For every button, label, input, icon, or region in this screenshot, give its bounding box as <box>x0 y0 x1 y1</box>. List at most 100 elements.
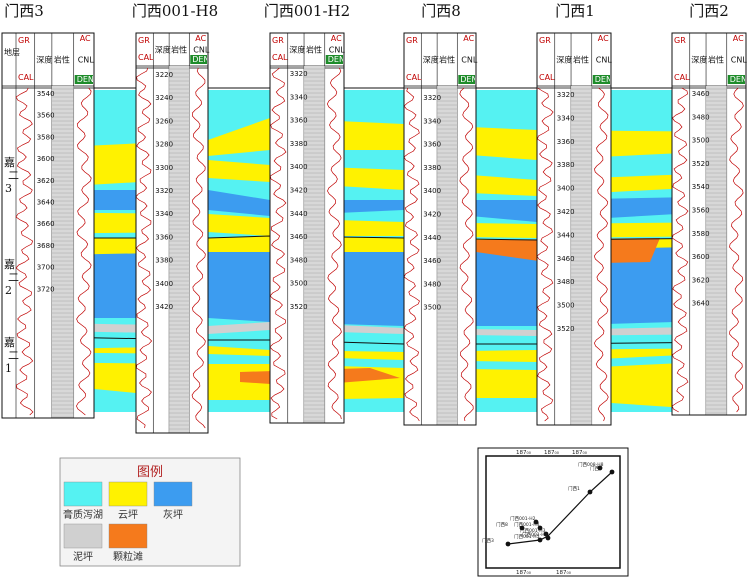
ac-curve <box>326 67 342 420</box>
depth-label: 3500 <box>692 137 710 145</box>
well-name-0: 门西3 <box>4 2 44 20</box>
map-well-point <box>537 525 543 531</box>
header-cnl: CNL <box>193 46 210 55</box>
depth-label: 3460 <box>290 233 308 241</box>
header-den: DEN <box>460 75 477 84</box>
header-depth: 深度 <box>155 45 171 55</box>
map-well-point <box>609 469 615 475</box>
depth-label: 3560 <box>37 112 55 120</box>
well-names: 门西3 门西001-H8 门西001-H2 门西8 门西1 门西2 <box>4 2 729 20</box>
header-cal: CAL <box>18 73 34 82</box>
well-outline <box>403 32 477 426</box>
header-cnl: CNL <box>461 56 478 65</box>
depth-label: 3340 <box>155 210 173 218</box>
formation-unit-0: 嘉二3 <box>4 155 19 195</box>
depth-label: 3500 <box>557 302 575 310</box>
map-well-label: 门西2 <box>590 465 602 472</box>
map-well-label: 门西1 <box>568 485 580 492</box>
depth-label: 3520 <box>557 325 575 333</box>
map-well-point <box>505 541 511 547</box>
header-lithology: 岩性 <box>573 55 589 65</box>
depth-label: 3280 <box>155 141 173 149</box>
map-well-label: 门西001-H1 <box>522 531 548 538</box>
header-depth: 深度 <box>36 55 52 65</box>
map-well-label: 门西001-H3 <box>520 527 546 534</box>
den-badge <box>325 55 343 64</box>
unit-main: 嘉 <box>4 155 15 169</box>
depth-label: 3600 <box>692 253 710 261</box>
legend-label: 颗粒滩 <box>113 550 143 563</box>
unit-main: 嘉 <box>4 257 15 271</box>
legend-swatch <box>63 523 103 549</box>
depth-label: 3500 <box>290 280 308 288</box>
lithology-column <box>437 86 458 425</box>
well-name-5: 门西2 <box>689 2 729 20</box>
depth-label: 3440 <box>290 210 308 218</box>
unit-num: 1 <box>5 362 12 375</box>
header-den: DEN <box>328 55 345 64</box>
unit-main: 嘉 <box>4 335 15 349</box>
header-lithology: 岩性 <box>54 55 70 65</box>
den-badge <box>727 75 745 84</box>
formation-unit-1: 嘉二2 <box>4 257 19 297</box>
header-formation: 地层 <box>4 47 20 57</box>
legend-item-2: 灰坪 <box>153 481 193 521</box>
header-cnl: CNL <box>731 56 748 65</box>
depth-label: 3660 <box>37 220 55 228</box>
well-name-3: 门西8 <box>421 2 461 20</box>
ac-curve <box>729 87 744 413</box>
depth-label: 3720 <box>37 285 55 293</box>
header-depth: 深度 <box>691 55 707 65</box>
den-badge <box>74 75 93 84</box>
map-tick-bottom: 187₀₀ <box>556 570 572 576</box>
legend-label: 泥坪 <box>73 550 93 563</box>
unit-num: 2 <box>5 284 12 297</box>
well-name-2: 门西001-H2 <box>264 2 350 20</box>
map-well-label: 门西001-H4 <box>514 521 540 528</box>
header-ac: AC <box>331 34 342 43</box>
header-gr: GR <box>539 36 551 45</box>
legend-item-0: 膏质泻湖 <box>63 481 103 521</box>
gr-curve <box>403 87 420 422</box>
header-ac: AC <box>463 34 474 43</box>
legend-swatch <box>63 481 103 507</box>
depth-label: 3420 <box>423 211 441 219</box>
well-outline <box>671 32 747 416</box>
depth-label: 3260 <box>155 117 173 125</box>
header-cal: CAL <box>406 73 422 82</box>
depth-label: 3300 <box>155 164 173 172</box>
header-depth: 深度 <box>423 55 439 65</box>
depth-label: 3620 <box>692 276 710 284</box>
depth-label: 3480 <box>557 278 575 286</box>
header-lithology: 岩性 <box>306 45 322 55</box>
gr-curve <box>15 87 34 416</box>
depth-label: 3600 <box>37 155 55 163</box>
depth-label: 3340 <box>423 117 441 125</box>
header-lithology: 岩性 <box>171 45 187 55</box>
map-well-point <box>587 489 593 495</box>
header-ac: AC <box>598 34 609 43</box>
depth-label: 3620 <box>37 177 55 185</box>
depth-label: 3440 <box>557 231 575 239</box>
header-cal: CAL <box>674 73 690 82</box>
depth-label: 3460 <box>423 257 441 265</box>
depth-label: 3380 <box>155 257 173 265</box>
map-well-label: 门西001-H2 <box>510 515 536 522</box>
depth-label: 3340 <box>290 93 308 101</box>
map-tick-top: 187₀₀ <box>516 450 532 456</box>
depth-label: 3400 <box>557 185 575 193</box>
depth-label: 3520 <box>692 160 710 168</box>
lithology-column <box>51 86 74 418</box>
gr-curve <box>536 87 554 422</box>
map-well-point <box>545 535 551 541</box>
map-inner-frame <box>485 455 621 569</box>
depth-label: 3380 <box>290 140 308 148</box>
depth-label: 3340 <box>557 114 575 122</box>
header-den: DEN <box>77 75 94 84</box>
